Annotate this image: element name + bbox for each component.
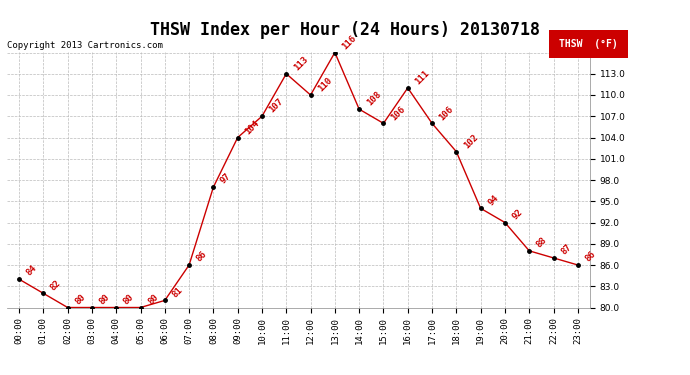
Text: 86: 86 <box>583 250 598 264</box>
Text: 104: 104 <box>244 118 261 136</box>
Text: 92: 92 <box>511 207 524 221</box>
Text: 111: 111 <box>413 69 431 87</box>
Text: 102: 102 <box>462 132 480 150</box>
Text: THSW Index per Hour (24 Hours) 20130718: THSW Index per Hour (24 Hours) 20130718 <box>150 21 540 39</box>
Text: 80: 80 <box>97 292 112 306</box>
Text: 106: 106 <box>437 104 455 122</box>
Text: 113: 113 <box>292 55 310 72</box>
Text: 94: 94 <box>486 193 500 207</box>
Text: 88: 88 <box>535 236 549 249</box>
Text: 87: 87 <box>559 243 573 256</box>
Text: 86: 86 <box>195 250 208 264</box>
Text: 82: 82 <box>49 278 63 292</box>
Text: Copyright 2013 Cartronics.com: Copyright 2013 Cartronics.com <box>7 41 163 50</box>
Text: THSW  (°F): THSW (°F) <box>559 39 618 49</box>
Text: 80: 80 <box>73 292 87 306</box>
Text: 97: 97 <box>219 172 233 186</box>
Text: 106: 106 <box>389 104 407 122</box>
Text: 110: 110 <box>316 76 334 94</box>
Text: 116: 116 <box>340 33 358 51</box>
Text: 84: 84 <box>25 264 39 278</box>
Text: 107: 107 <box>268 97 285 115</box>
Text: 81: 81 <box>170 285 184 299</box>
Text: 108: 108 <box>365 90 382 108</box>
Text: 80: 80 <box>121 292 136 306</box>
Text: 80: 80 <box>146 292 160 306</box>
